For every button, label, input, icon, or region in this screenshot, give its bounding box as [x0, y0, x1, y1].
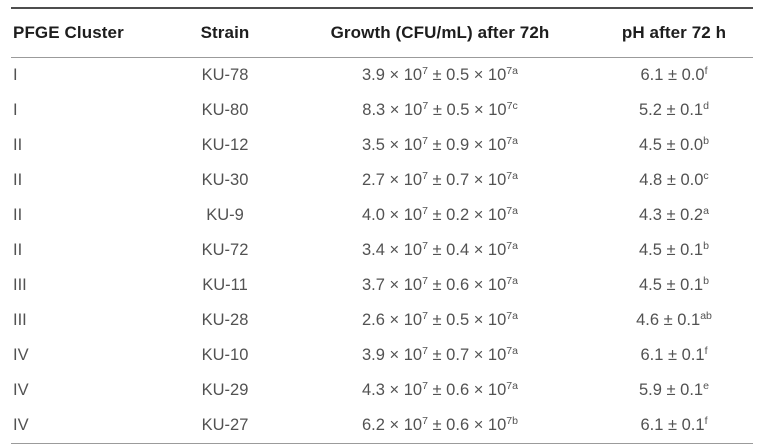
cell-growth: 3.4 × 107 ± 0.4 × 107a [361, 240, 519, 259]
cell-pfge-cluster: IV [13, 346, 29, 364]
table-row: II KU-12 3.5 × 107 ± 0.9 × 107a 4.5 ± 0.0b [11, 128, 753, 163]
cell-pfge-cluster: II [13, 171, 23, 189]
header-strain: Strain [151, 8, 299, 58]
cell-growth: 8.3 × 107 ± 0.5 × 107c [362, 100, 518, 119]
cell-strain: KU-10 [201, 346, 249, 364]
cell-ph: 4.8 ± 0.0c [639, 170, 709, 189]
cell-strain: KU-27 [201, 416, 249, 434]
cell-strain: KU-12 [201, 136, 249, 154]
cell-strain: KU-78 [201, 66, 249, 84]
table-row: IV KU-29 4.3 × 107 ± 0.6 × 107a 5.9 ± 0.1e [11, 373, 753, 408]
cell-strain: KU-29 [201, 381, 249, 399]
header-row: PFGE Cluster Strain Growth (CFU/mL) afte… [11, 8, 753, 58]
cell-pfge-cluster: II [13, 136, 23, 154]
cell-pfge-cluster: II [13, 206, 23, 224]
cell-growth: 3.9 × 107 ± 0.5 × 107a [361, 65, 519, 84]
cell-growth: 4.0 × 107 ± 0.2 × 107a [361, 205, 519, 224]
cell-pfge-cluster: I [13, 101, 18, 119]
table-row: III KU-28 2.6 × 107 ± 0.5 × 107a 4.6 ± 0.1a… [11, 303, 753, 338]
table-header: PFGE Cluster Strain Growth (CFU/mL) afte… [11, 8, 753, 58]
table-row: II KU-72 3.4 × 107 ± 0.4 × 107a 4.5 ± 0.1b [11, 233, 753, 268]
cell-growth: 3.9 × 107 ± 0.7 × 107a [361, 345, 519, 364]
table-body: I KU-78 3.9 × 107 ± 0.5 × 107a 6.1 ± 0.0f I K… [11, 58, 753, 444]
cell-ph: 6.1 ± 0.1f [640, 415, 708, 434]
cell-strain: KU-28 [201, 311, 249, 329]
table-row: I KU-80 8.3 × 107 ± 0.5 × 107c 5.2 ± 0.1d [11, 93, 753, 128]
cell-ph: 6.1 ± 0.0f [640, 65, 708, 84]
header-ph: pH after 72 h [581, 8, 753, 58]
cell-strain: KU-9 [206, 206, 244, 224]
cell-growth: 6.2 × 107 ± 0.6 × 107b [361, 415, 519, 434]
cell-ph: 5.2 ± 0.1d [639, 100, 709, 119]
table-row: II KU-30 2.7 × 107 ± 0.7 × 107a 4.8 ± 0.0c [11, 163, 753, 198]
table-container: PFGE Cluster Strain Growth (CFU/mL) afte… [11, 7, 753, 444]
table-row: I KU-78 3.9 × 107 ± 0.5 × 107a 6.1 ± 0.0f [11, 58, 753, 94]
cell-ph: 4.5 ± 0.1b [639, 240, 709, 259]
header-growth: Growth (CFU/mL) after 72h [299, 8, 581, 58]
table-row: IV KU-27 6.2 × 107 ± 0.6 × 107b 6.1 ± 0.1f [11, 408, 753, 444]
header-pfge-cluster: PFGE Cluster [11, 8, 151, 58]
cell-strain: KU-72 [201, 241, 249, 259]
cell-strain: KU-80 [201, 101, 249, 119]
cell-pfge-cluster: IV [13, 381, 29, 399]
cell-strain: KU-30 [201, 171, 249, 189]
pfge-growth-ph-table: PFGE Cluster Strain Growth (CFU/mL) afte… [11, 7, 753, 444]
cell-pfge-cluster: I [13, 66, 18, 84]
cell-ph: 4.6 ± 0.1ab [636, 310, 712, 329]
cell-growth: 2.6 × 107 ± 0.5 × 107a [361, 310, 519, 329]
cell-growth: 2.7 × 107 ± 0.7 × 107a [361, 170, 519, 189]
table-row: II KU-9 4.0 × 107 ± 0.2 × 107a 4.3 ± 0.2a [11, 198, 753, 233]
cell-growth: 4.3 × 107 ± 0.6 × 107a [361, 380, 519, 399]
cell-ph: 4.3 ± 0.2a [639, 205, 709, 224]
cell-ph: 5.9 ± 0.1e [639, 380, 709, 399]
cell-pfge-cluster: III [13, 311, 27, 329]
cell-growth: 3.5 × 107 ± 0.9 × 107a [361, 135, 519, 154]
table-row: IV KU-10 3.9 × 107 ± 0.7 × 107a 6.1 ± 0.1f [11, 338, 753, 373]
cell-ph: 4.5 ± 0.1b [639, 275, 709, 294]
table-row: III KU-11 3.7 × 107 ± 0.6 × 107a 4.5 ± 0.1b [11, 268, 753, 303]
cell-ph: 4.5 ± 0.0b [639, 135, 709, 154]
cell-growth: 3.7 × 107 ± 0.6 × 107a [361, 275, 519, 294]
cell-ph: 6.1 ± 0.1f [640, 345, 708, 364]
cell-strain: KU-11 [202, 276, 248, 294]
cell-pfge-cluster: IV [13, 416, 29, 434]
cell-pfge-cluster: III [13, 276, 27, 294]
cell-pfge-cluster: II [13, 241, 23, 259]
